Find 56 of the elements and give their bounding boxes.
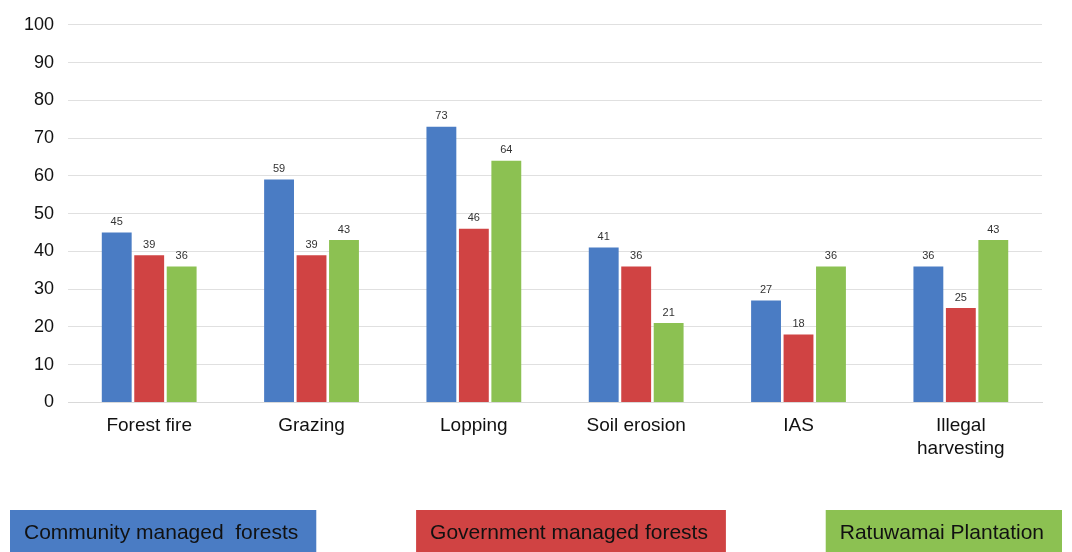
bar	[653, 323, 684, 402]
bar	[101, 232, 132, 402]
y-tick-label: 10	[34, 353, 55, 374]
bar	[588, 247, 619, 402]
data-label: 43	[987, 222, 1000, 235]
y-tick-label: 90	[34, 51, 55, 72]
x-tick-label: Grazing	[278, 414, 345, 436]
data-label: 18	[792, 316, 805, 329]
data-label: 43	[337, 222, 351, 235]
data-label: 64	[500, 143, 513, 156]
bar	[166, 266, 197, 402]
bar	[329, 240, 359, 402]
y-tick-label: 50	[34, 202, 55, 223]
bar	[621, 266, 652, 402]
data-label: 45	[110, 215, 123, 228]
bar	[491, 160, 522, 402]
bar	[264, 179, 294, 402]
bar	[945, 308, 976, 402]
text: Government managed forests	[430, 519, 708, 543]
y-tick-label: 40	[34, 240, 55, 261]
data-label: 59	[272, 162, 286, 175]
x-tick-label: Forest fire	[106, 414, 192, 436]
y-tick-label: 70	[34, 127, 55, 148]
bar	[978, 240, 1009, 402]
data-label: 36	[630, 249, 643, 261]
data-label: 25	[954, 290, 967, 303]
y-tick-label: 0	[44, 391, 55, 412]
y-tick-label: 60	[34, 164, 55, 185]
y-tick-label: 30	[34, 278, 55, 299]
y-tick-label: 80	[34, 89, 55, 110]
x-tick-label: Illegal harvesting	[917, 414, 1005, 458]
text: Community managed forests	[24, 519, 299, 543]
y-tick-label: 20	[34, 315, 55, 336]
bar	[816, 266, 846, 402]
text: Ratuwamai Plantation	[839, 519, 1044, 543]
bar	[783, 334, 814, 402]
bar	[426, 126, 457, 402]
x-tick-label: Lopping	[440, 414, 508, 436]
bar	[913, 266, 944, 402]
data-label: 39	[143, 237, 156, 250]
data-label: 21	[662, 305, 675, 318]
x-tick-label: IAS	[783, 414, 814, 436]
data-label: 36	[175, 249, 188, 261]
data-label: 27	[759, 282, 773, 295]
bar	[751, 300, 781, 402]
data-label: 73	[435, 109, 448, 122]
bar	[134, 255, 165, 402]
bar	[458, 228, 489, 402]
data-label: 39	[305, 237, 318, 250]
data-label: 36	[824, 249, 838, 261]
y-tick-label: 100	[23, 13, 55, 34]
data-label: 41	[597, 230, 610, 243]
bar	[296, 255, 327, 402]
data-label: 36	[922, 249, 935, 261]
data-label: 46	[467, 211, 480, 224]
x-tick-label: Soil erosion	[586, 414, 686, 436]
